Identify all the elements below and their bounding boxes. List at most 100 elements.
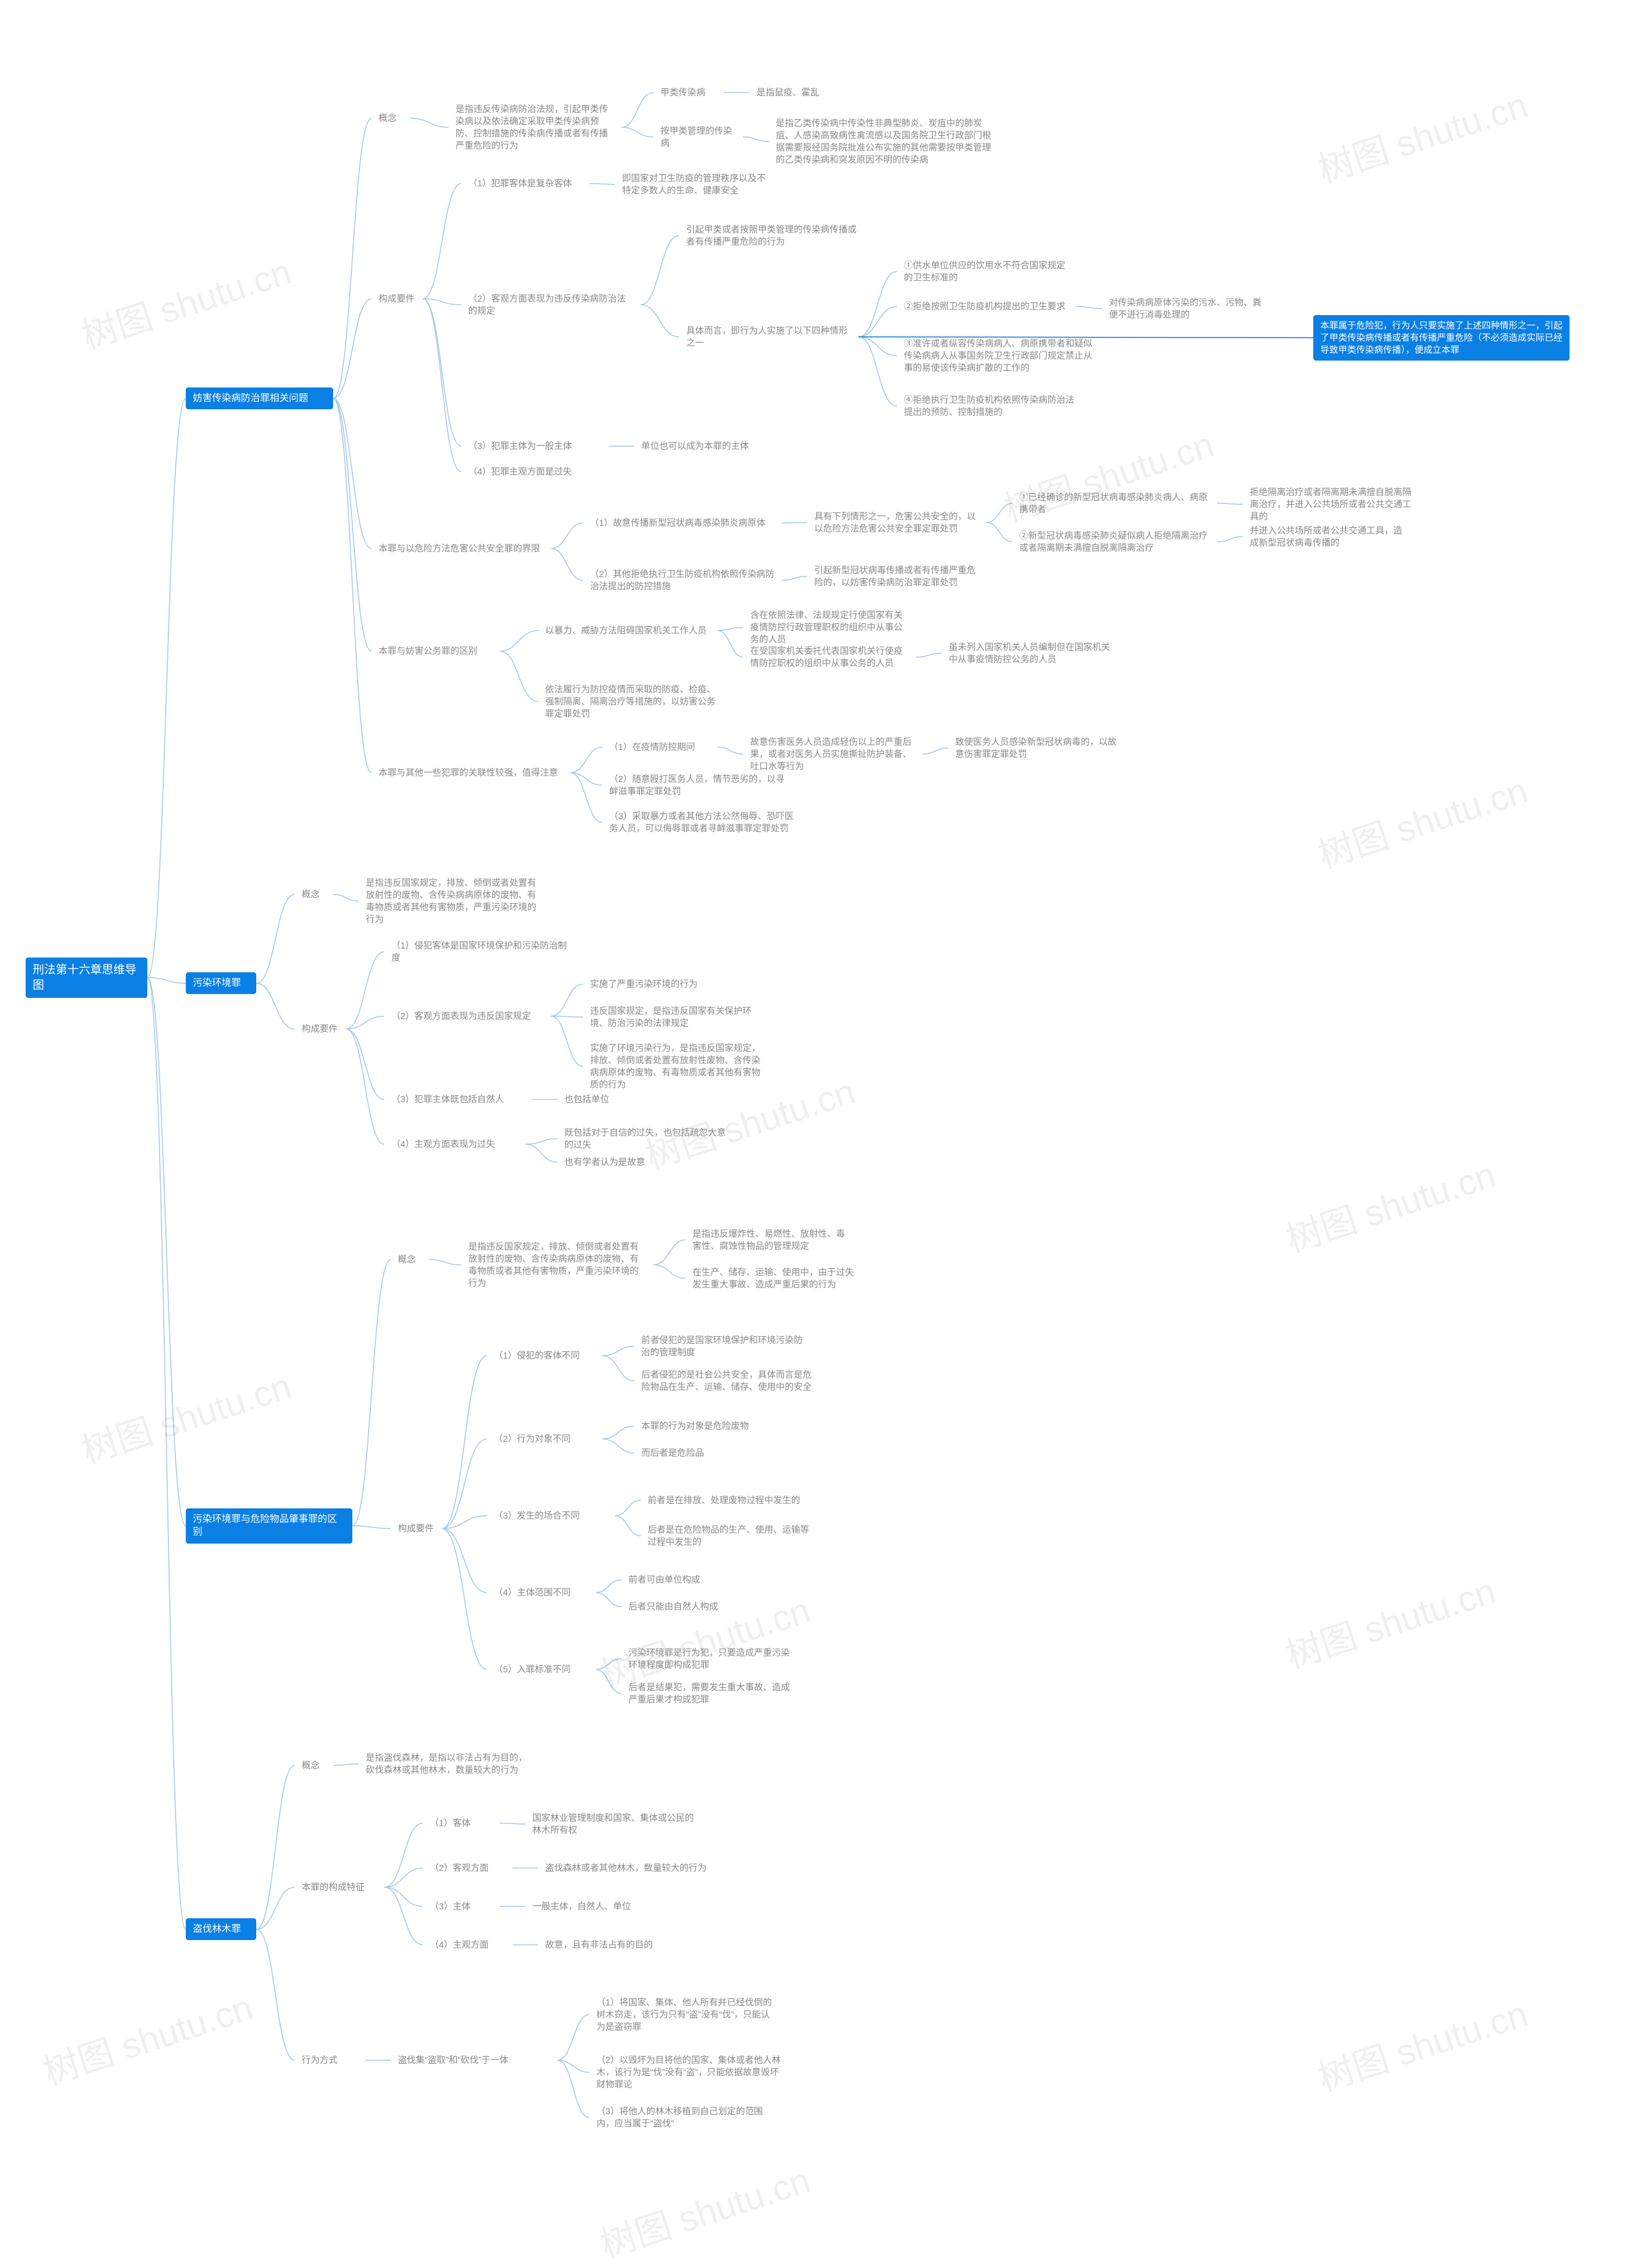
node-A2[interactable]: 构成要件 (372, 288, 423, 309)
watermark: 树图 shutu.cn (36, 1979, 259, 2096)
node-A2_2hl[interactable]: 本罪属于危险犯，行为人只要实施了上述四种情形之一，引起了甲类传染病传播或者有传播… (1313, 315, 1570, 361)
node-A5[interactable]: 本罪与其他一些犯罪的关联性较强，值得注意 (372, 762, 570, 783)
node-A2_1a[interactable]: 即国家对卫生防疫的管理秩序以及不特定多数人的生命、健康安全 (615, 168, 775, 201)
node-A3_2[interactable]: （2）其他拒绝执行卫生防疫机构依照传染病防治法提出的防控措施 (583, 564, 782, 597)
node-A1b1[interactable]: 是指鼠疫、霍乱 (750, 82, 839, 103)
node-D2_4[interactable]: （4）主观方面 (423, 1934, 512, 1955)
node-A5_1[interactable]: （1）在疫情防控期间 (602, 737, 718, 758)
node-C2_2a[interactable]: 本罪的行为对象是危险废物 (634, 1415, 775, 1437)
watermark: 树图 shutu.cn (1279, 1563, 1502, 1679)
node-A2_3a[interactable]: 单位也可以成为本罪的主体 (634, 436, 775, 457)
node-A2_2[interactable]: （2）客观方面表现为违反传染病防治法的规定 (461, 288, 641, 322)
node-D2[interactable]: 本罪的构成特征 (295, 1877, 384, 1898)
node-D[interactable]: 盗伐林木罪 (186, 1918, 256, 1940)
node-C2_3a[interactable]: 前者是在排放、处理废物过程中发生的 (641, 1490, 807, 1511)
node-D2_3a[interactable]: 一般主体，自然人、单位 (525, 1896, 653, 1917)
node-B2_2[interactable]: （2）客观方面表现为违反国家规定 (384, 1006, 551, 1027)
node-C2_5b[interactable]: 后者是结果犯，需要发生重大事故、造成严重后果才构成犯罪 (621, 1677, 801, 1710)
node-B[interactable]: 污染环境罪 (186, 972, 256, 994)
node-A1c[interactable]: 按甲类管理的传染病 (653, 120, 743, 154)
node-D3a2[interactable]: （2）以毁坏为目将他的国家、集体或者他人林木，该行为是“伐”没有“盗”，只能依据… (589, 2050, 788, 2095)
node-C2_1a[interactable]: 前者侵犯的是国家环境保护和环境污染防治的管理制度 (634, 1330, 814, 1363)
node-A4_1b[interactable]: 在受国家机关委托代表国家机关行使疫情防控职权的组织中从事公务的人员 (743, 640, 916, 674)
node-A1b[interactable]: 甲类传染病 (653, 82, 724, 103)
node-C1[interactable]: 概念 (391, 1249, 429, 1270)
node-D2_1a[interactable]: 国家林业管理制度和国家、集体或公民的林木所有权 (525, 1807, 705, 1841)
node-A5_2[interactable]: （2）随意殴打医务人员，情节恶劣的，以寻衅滋事罪定罪处罚 (602, 769, 794, 802)
watermark: 树图 shutu.cn (1311, 1986, 1534, 2102)
node-A3_1a[interactable]: 具有下列情形之一，危害公共安全的，以以危险方法危害公共安全罪定罪处罚 (807, 506, 987, 539)
node-A2_2a[interactable]: 引起甲类或者按照甲类管理的传染病传播或者有传播严重危险的行为 (679, 219, 865, 252)
node-D3a[interactable]: 盗伐集“盗取”和“砍伐”于一体 (391, 2050, 557, 2071)
node-D2_2a[interactable]: 盗伐森林或者其他林木，数量较大的行为 (538, 1857, 718, 1879)
node-D1[interactable]: 概念 (295, 1755, 333, 1776)
node-C[interactable]: 污染环境罪与危险物品肇事罪的区别 (186, 1508, 352, 1544)
node-C2_5a[interactable]: 污染环境罪是行为犯，只要造成严重污染环境程度即构成犯罪 (621, 1642, 801, 1676)
node-D2_2[interactable]: （2）客观方面 (423, 1857, 512, 1879)
node-C2_2b[interactable]: 而后者是危险品 (634, 1442, 737, 1464)
node-A1a[interactable]: 是指违反传染病防治法规，引起甲类传染病以及依法确定采取甲类传染病预防、控制措施的… (448, 99, 621, 156)
node-D3a1[interactable]: （1）将国家、集体、他人所有并已经伐倒的树木窃走，该行为只有“盗”没有“伐”，只… (589, 1992, 782, 2037)
node-C2_4a[interactable]: 前者可由单位构成 (621, 1569, 730, 1590)
node-A2_2b2a[interactable]: 对传染病病原体污染的污水、污物、粪便不进行消毒处理的 (1102, 292, 1268, 325)
node-A3_1a2[interactable]: ②新型冠状病毒感染肺炎疑似病人拒绝隔离治疗或者隔离期未满擅自脱离隔离治疗 (1012, 525, 1217, 559)
node-C2_2[interactable]: （2）行为对象不同 (487, 1428, 602, 1449)
node-B2_3[interactable]: （3）犯罪主体既包括自然人 (384, 1089, 532, 1110)
node-D2_1[interactable]: （1）客体 (423, 1813, 500, 1834)
node-B2_2a[interactable]: 实施了严重污染环境的行为 (583, 974, 711, 995)
node-B2_2c[interactable]: 实施了环境污染行为，是指违反国家规定，排放、倾倒或者处置有放射性废物、含传染病病… (583, 1038, 775, 1095)
node-A4_1b1[interactable]: 虽未列入国家机关人员编制但在国家机关中从事疫情防控公务的人员 (942, 637, 1121, 670)
node-C2_4b[interactable]: 后者只能由自然人构成 (621, 1596, 750, 1617)
node-A2_2b[interactable]: 具体而言，即行为人实施了以下四种情形之一 (679, 320, 858, 354)
node-A4_1[interactable]: 以暴力、威胁方法阻碍国家机关工作人员 (538, 620, 718, 641)
node-A1[interactable]: 概念 (372, 108, 410, 129)
node-A3[interactable]: 本罪与以危险方法危害公共安全罪的界限 (372, 538, 551, 559)
node-B2[interactable]: 构成要件 (295, 1018, 346, 1040)
node-D2_4a[interactable]: 故意，且有非法占有的目的 (538, 1934, 685, 1955)
node-A2_2b4[interactable]: ④拒绝执行卫生防疫机构依照传染病防治法提出的预防、控制措施的 (897, 389, 1089, 423)
node-D1a[interactable]: 是指盗伐森林，是指以非法占有为目的，砍伐森林或其他林木，数量较大的行为 (359, 1747, 538, 1781)
node-C2_3b[interactable]: 后者是在危险物品的生产、使用、运输等过程中发生的 (641, 1519, 820, 1553)
node-B2_3a[interactable]: 也包括单位 (557, 1089, 628, 1110)
node-C2_5[interactable]: （5）入罪标准不同 (487, 1659, 596, 1680)
node-C2_3[interactable]: （3）发生的场合不同 (487, 1505, 615, 1526)
node-A2_2b2[interactable]: ②拒绝按照卫生防疫机构提出的卫生要求 (897, 296, 1076, 317)
node-A3_1[interactable]: （1）故意传播新型冠状病毒感染肺炎病原体 (583, 512, 782, 534)
node-B2_4b[interactable]: 也有学者认为是故意 (557, 1152, 673, 1173)
node-A4[interactable]: 本罪与妨害公务罪的区别 (372, 640, 500, 662)
node-B1a[interactable]: 是指违反国家规定，排放、倾倒或者处置有放射性的废物、含传染病病原体的废物、有毒物… (359, 872, 545, 930)
node-B2_2b[interactable]: 违反国家规定，是指违反国家有关保护环境、防治污染的法律规定 (583, 1000, 762, 1034)
node-A2_2b1[interactable]: ①供水单位供应的饮用水不符合国家规定的卫生标准的 (897, 255, 1076, 288)
node-A3_2a[interactable]: 引起新型冠状病毒传播或者有传播严重危险的，以妨害传染病防治罪定罪处罚 (807, 560, 987, 593)
mindmap-canvas: 刑法第十六章思维导图妨害传染病防治罪相关问题概念是指违反传染病防治法规，引起甲类… (0, 0, 1640, 2240)
node-A3_1a1[interactable]: ①已经确诊的新型冠状病毒感染肺炎病人、病原携带者 (1012, 487, 1217, 520)
watermark: 树图 shutu.cn (1311, 77, 1534, 193)
node-A[interactable]: 妨害传染病防治罪相关问题 (186, 388, 333, 409)
node-A2_3[interactable]: （3）犯罪主体为一般主体 (461, 436, 609, 457)
node-C1a2[interactable]: 在生产、储存、运输、使用中，由于过失发生重大事故、造成严重后果的行为 (685, 1262, 865, 1295)
node-C2_4[interactable]: （4）主体范围不同 (487, 1582, 596, 1603)
node-root[interactable]: 刑法第十六章思维导图 (26, 958, 147, 998)
node-D3a3[interactable]: （3）将他人的林木移植到自己划定的范围内，应当属于“盗伐” (589, 2101, 782, 2134)
node-A5_3[interactable]: （3）采取暴力或者其他方法公然侮辱、恐吓医务人员，可以侮辱罪或者寻衅滋事罪定罪处… (602, 806, 807, 839)
node-C1a1[interactable]: 是指违反爆炸性、易燃性、放射性、毒害性、腐蚀性物品的管理规定 (685, 1223, 852, 1257)
watermark: 树图 shutu.cn (1279, 1146, 1502, 1263)
node-A2_1[interactable]: （1）犯罪客体是复杂客体 (461, 173, 589, 194)
watermark: 树图 shutu.cn (74, 1358, 297, 1474)
node-B2_1[interactable]: （1）侵犯客体是国家环境保护和污染防治制度 (384, 935, 577, 968)
node-D3[interactable]: 行为方式 (295, 2050, 365, 2071)
node-C2[interactable]: 构成要件 (391, 1518, 442, 1539)
node-C2_1b[interactable]: 后者侵犯的是社会公共安全，具体而言是危险物品在生产、运输、储存、使用中的安全 (634, 1364, 820, 1398)
node-A2_2b3[interactable]: ③准许或者纵容传染病病人、病原携带者和疑似传染病病人从事国务院卫生行政部门规定禁… (897, 333, 1102, 379)
node-A3_1a2a[interactable]: 并进入公共场所或者公共交通工具，造成新型冠状病毒传播的 (1243, 520, 1416, 553)
node-B2_4[interactable]: （4）主观方面表现为过失 (384, 1134, 525, 1155)
node-B1[interactable]: 概念 (295, 884, 333, 905)
node-B2_4a[interactable]: 既包括对于自信的过失，也包括疏忽大意的过失 (557, 1122, 737, 1155)
node-A4_2[interactable]: 依法履行为防控疫情而采取的防疫、检疫、强制隔离、隔离治疗等措施的，以妨害公务罪定… (538, 679, 724, 724)
node-C1a[interactable]: 是指违反国家规定，排放、倾倒或者处置有放射性的废物、含传染病病原体的废物、有毒物… (461, 1236, 653, 1294)
node-C2_1[interactable]: （1）侵犯的客体不同 (487, 1345, 602, 1366)
node-A5_1a1[interactable]: 致使医务人员感染新型冠状病毒的，以故意伤害罪定罪处罚 (948, 731, 1128, 765)
node-D2_3[interactable]: （3）主体 (423, 1896, 500, 1917)
node-A1c1[interactable]: 是指乙类传染病中传染性非典型肺炎、炭疽中的肺炭疽、人感染高致病性禽流感以及国务院… (769, 113, 999, 170)
node-A2_4[interactable]: （4）犯罪主观方面是过失 (461, 461, 602, 482)
